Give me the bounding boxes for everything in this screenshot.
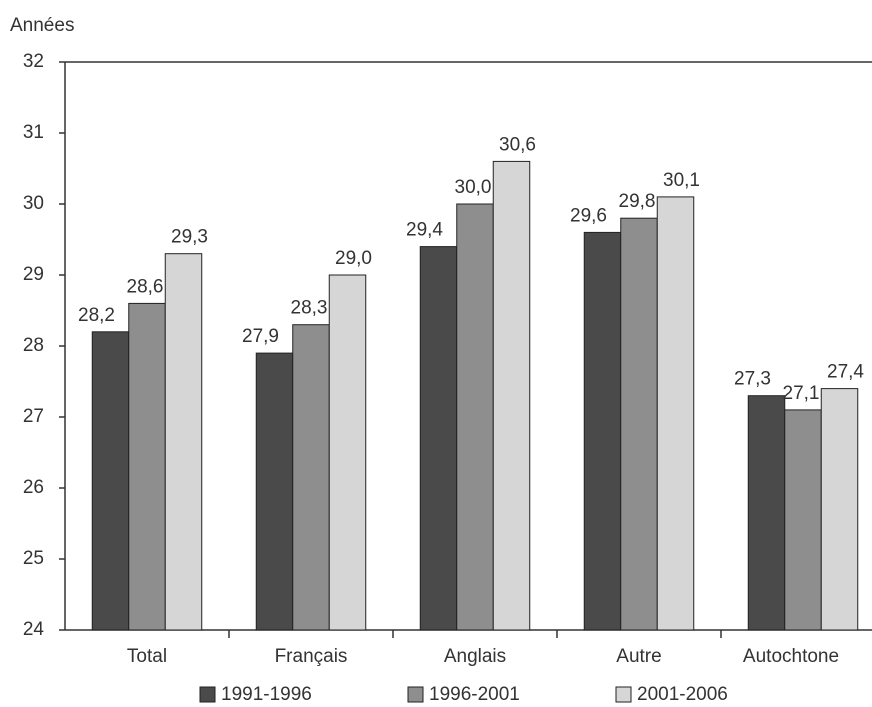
bar [255, 352, 294, 631]
bar [620, 217, 658, 631]
legend-swatch [615, 686, 632, 703]
value-label: 29,8 [619, 191, 656, 212]
y-tick-label: 28 [23, 335, 44, 356]
value-label: 29,4 [406, 220, 443, 241]
bar [91, 331, 130, 631]
bar [747, 395, 786, 631]
bar [292, 324, 330, 631]
x-tick-label: Autochtone [743, 646, 839, 667]
bar [820, 388, 859, 631]
bar [456, 203, 494, 631]
value-label: 27,4 [827, 362, 864, 383]
y-tick-label: 25 [23, 548, 44, 569]
y-tick-label: 29 [23, 264, 44, 285]
value-label: 28,3 [291, 298, 328, 319]
y-tick-label: 32 [23, 51, 44, 72]
value-label: 28,2 [78, 305, 115, 326]
value-label: 27,9 [242, 326, 279, 347]
legend-label: 1996-2001 [429, 684, 520, 705]
bar [419, 246, 458, 631]
bar [656, 196, 695, 631]
legend-swatch [407, 686, 424, 703]
value-label: 27,1 [783, 383, 820, 404]
x-tick-label: Français [275, 646, 348, 667]
y-tick-label: 27 [23, 406, 44, 427]
bar [328, 274, 367, 631]
value-label: 29,6 [570, 205, 607, 226]
y-tick-label: 31 [23, 122, 44, 143]
bar [164, 253, 203, 631]
bar [583, 231, 622, 631]
y-tick-label: 26 [23, 477, 44, 498]
x-tick-label: Autre [616, 646, 661, 667]
legend-label: 2001-2006 [637, 684, 728, 705]
value-label: 30,0 [455, 177, 492, 198]
bar [492, 160, 531, 631]
value-label: 30,6 [499, 134, 536, 155]
y-tick-label: 30 [23, 193, 44, 214]
value-label: 28,6 [127, 276, 164, 297]
legend-swatch [199, 686, 216, 703]
x-tick-label: Anglais [444, 646, 506, 667]
value-label: 27,3 [734, 369, 771, 390]
y-axis-label: Années [10, 15, 74, 36]
value-label: 29,3 [171, 227, 208, 248]
bar [128, 302, 166, 631]
value-label: 29,0 [335, 248, 372, 269]
bar [784, 409, 822, 631]
y-tick-label: 24 [23, 619, 45, 640]
value-label: 30,1 [663, 170, 700, 191]
legend-label: 1991-1996 [221, 684, 312, 705]
x-tick-label: Total [127, 646, 167, 667]
